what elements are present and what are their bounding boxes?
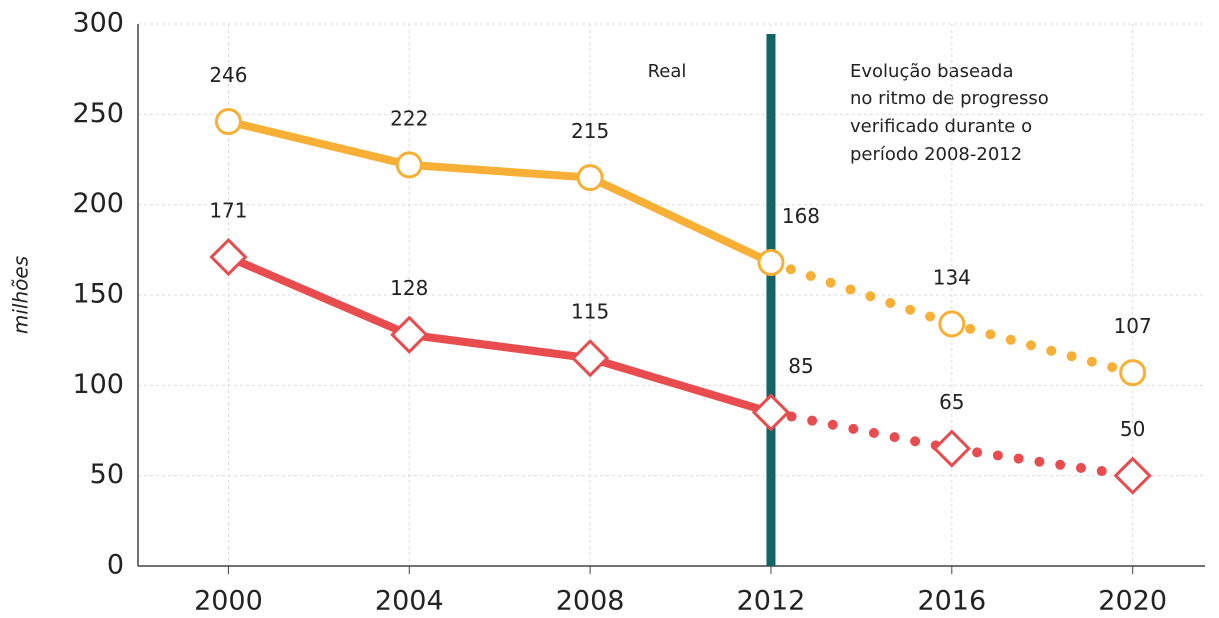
x-tick-label: 2008: [556, 586, 625, 617]
data-label: 168: [782, 204, 820, 228]
y-tick-label: 200: [72, 188, 124, 219]
y-axis-label: milhões: [9, 256, 33, 334]
marker: [395, 151, 423, 179]
x-tick-label: 2016: [917, 586, 986, 617]
x-tick-label: 2004: [375, 586, 444, 617]
series-line: [226, 253, 773, 417]
y-tick-label: 300: [72, 8, 124, 39]
marker: [751, 393, 791, 432]
marker: [214, 108, 242, 136]
marker: [932, 429, 971, 468]
data-label: 65: [939, 390, 964, 414]
y-tick-label: 0: [107, 550, 124, 581]
y-tick-label: 50: [90, 459, 124, 490]
annotation: no ritmo de progresso: [850, 88, 1049, 109]
annotation: verificado durante o: [850, 116, 1032, 137]
marker: [1113, 456, 1152, 495]
annotation: Real: [648, 61, 687, 82]
data-label: 115: [571, 300, 609, 324]
marker: [390, 315, 429, 354]
marker: [570, 339, 610, 378]
y-tick-label: 150: [72, 279, 124, 310]
marker: [209, 237, 248, 277]
marker: [938, 310, 966, 338]
data-label: 215: [571, 119, 609, 143]
marker: [757, 248, 785, 276]
data-label: 128: [390, 276, 428, 300]
series-line: [227, 117, 773, 267]
y-tick-label: 250: [72, 98, 124, 129]
data-label: 107: [1114, 314, 1152, 338]
marker: [1119, 359, 1147, 387]
annotation: Evolução baseada: [850, 61, 1014, 82]
x-tick-label: 2000: [194, 586, 263, 617]
data-label: 85: [788, 354, 813, 378]
data-label: 171: [209, 199, 247, 223]
data-label: 50: [1120, 417, 1145, 441]
annotation: período 2008-2012: [850, 144, 1022, 165]
y-tick-label: 100: [72, 369, 124, 400]
data-label: 246: [209, 63, 247, 87]
data-label: 134: [933, 265, 971, 289]
x-tick-label: 2020: [1098, 586, 1167, 617]
x-tick-label: 2012: [737, 586, 806, 617]
data-label: 222: [390, 106, 428, 130]
marker: [576, 164, 604, 192]
